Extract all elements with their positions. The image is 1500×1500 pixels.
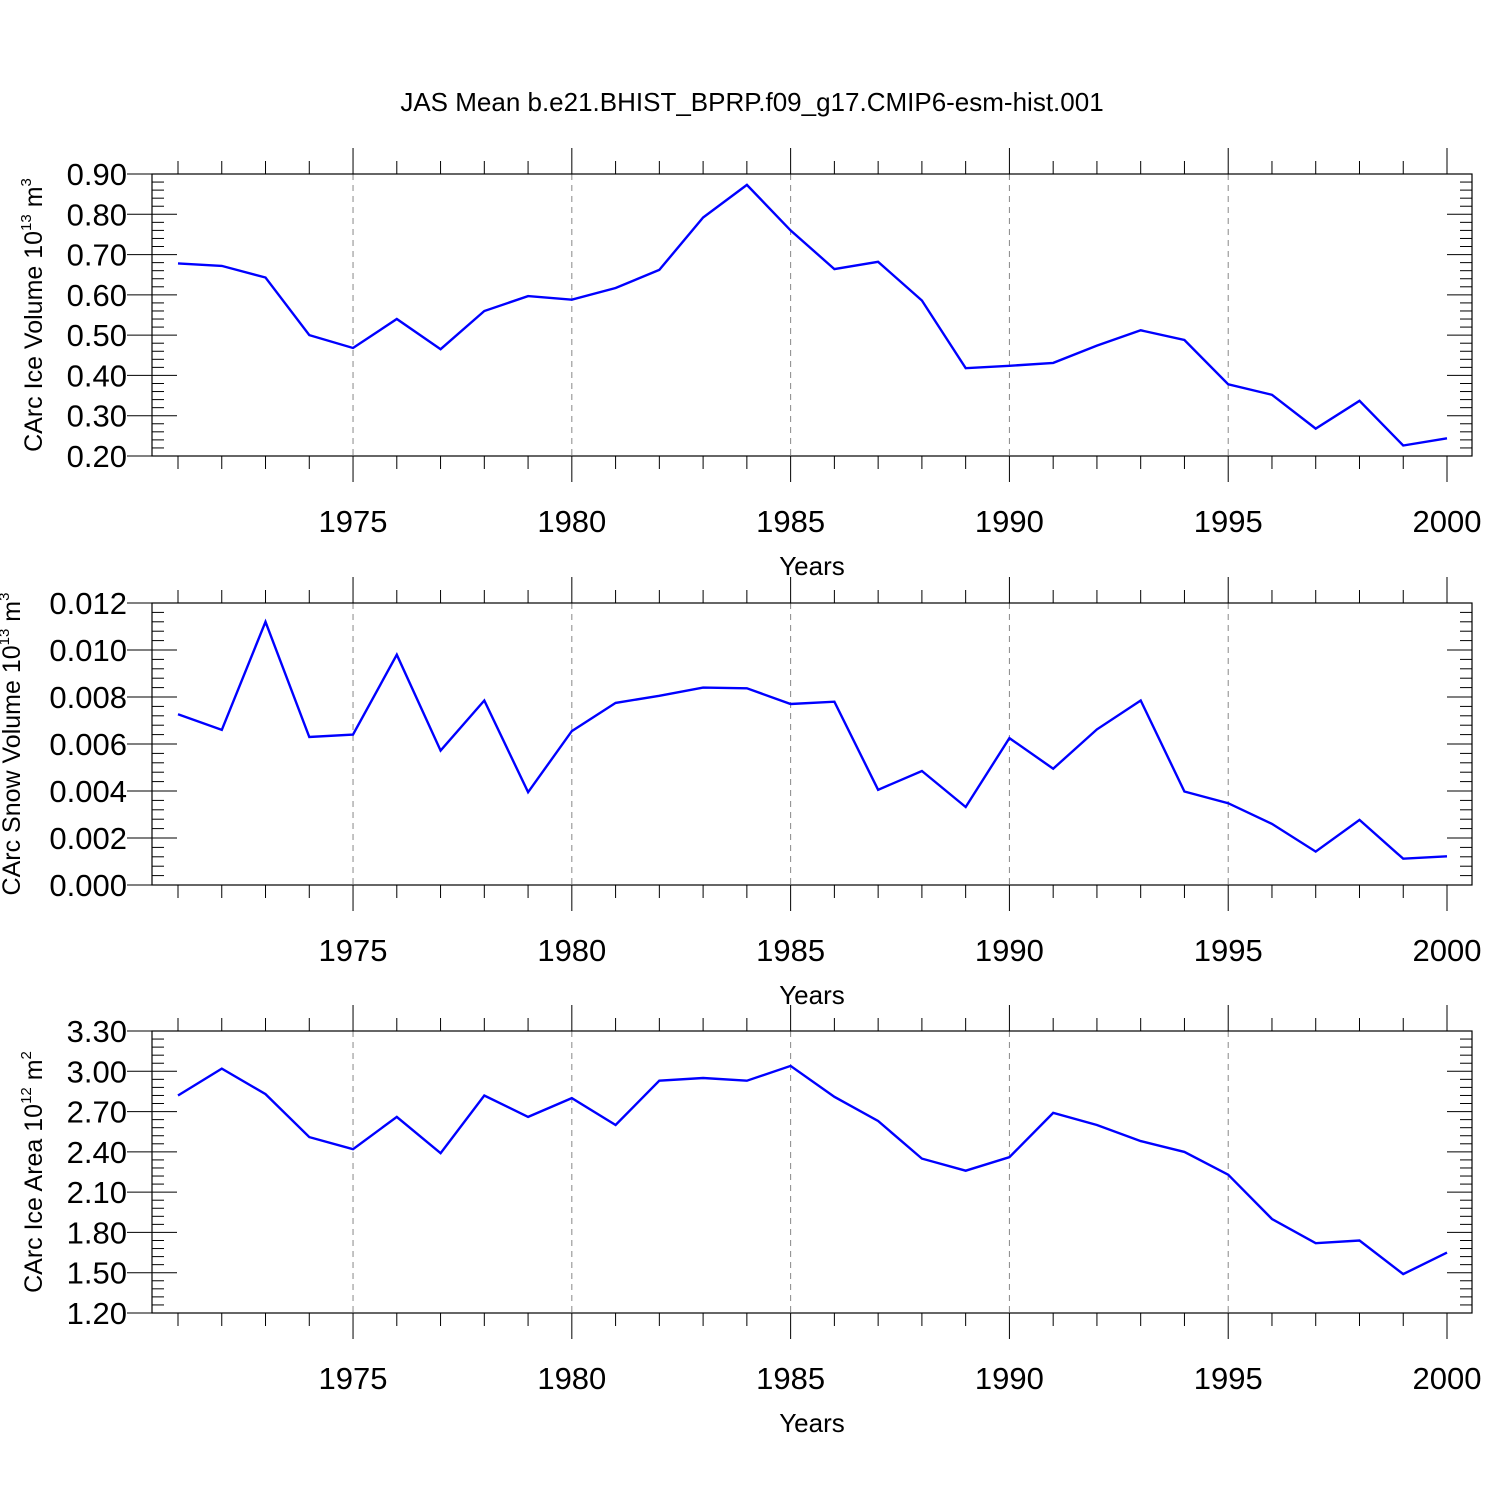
- y-axis-label: CArc Ice Area 1012 m2: [18, 1051, 48, 1293]
- y-tick-label: 0.70: [67, 238, 127, 273]
- series-line: [177, 183, 1448, 447]
- y-axis-label-space: [20, 1080, 48, 1087]
- x-axis-label: Years: [779, 980, 845, 1010]
- panel-ice-area: CArc Ice Area 1012 m2 Years 1975 1980 1985…: [18, 1005, 1481, 1438]
- y-tick-label: 1.20: [67, 1296, 127, 1331]
- y-axis-label-text: CArc Snow Volume 10: [0, 645, 26, 895]
- panel-ice-volume: CArc Ice Volume 1013 m3 Years 1975 1980 19…: [18, 148, 1481, 581]
- y-tick-label: 1.50: [67, 1256, 127, 1291]
- y-tick-label: 0.60: [67, 278, 127, 313]
- x-tick-label: 1975: [319, 933, 388, 968]
- x-tick-label: 1990: [975, 504, 1044, 539]
- x-tick-label: 1995: [1194, 1361, 1263, 1396]
- y-tick-label: 0.90: [67, 157, 127, 192]
- x-tick-label: 1975: [319, 1361, 388, 1396]
- x-tick-label: 1985: [756, 933, 825, 968]
- x-tick-label: 2000: [1413, 933, 1482, 968]
- y-axis-label-text: CArc Ice Volume 10: [20, 231, 48, 452]
- x-tick-label: 1980: [537, 933, 606, 968]
- y-axis-label-text: CArc Ice Area 10: [20, 1104, 48, 1293]
- y-tick-label: 2.10: [67, 1175, 127, 1210]
- y-axis-label-unit-exp: 2: [18, 1051, 35, 1059]
- x-axis-label: Years: [779, 1408, 845, 1438]
- plot-frame: [151, 173, 1473, 457]
- y-tick-label: 3.30: [67, 1014, 127, 1049]
- y-axis-label-exp: 13: [18, 214, 35, 231]
- x-tick-label: 1980: [537, 1361, 606, 1396]
- y-axis-label: CArc Ice Volume 1013 m3: [18, 178, 48, 452]
- y-tick-label: 2.70: [67, 1095, 127, 1130]
- y-tick-label: 0.80: [67, 197, 127, 232]
- y-tick-label: 0.40: [67, 358, 127, 393]
- x-tick-label: 1985: [756, 504, 825, 539]
- series-line: [177, 618, 1448, 860]
- y-tick-label: 0.30: [67, 399, 127, 434]
- y-tick-label: 0.012: [49, 586, 127, 621]
- x-tick-label: 1990: [975, 1361, 1044, 1396]
- y-tick-label: 0.010: [49, 633, 127, 668]
- x-axis-label: Years: [779, 551, 845, 581]
- x-tick-label: 2000: [1413, 1361, 1482, 1396]
- y-axis-label-unit: m: [20, 1059, 48, 1080]
- y-axis-label-space: [20, 207, 48, 214]
- y-tick-label: 0.008: [49, 680, 127, 715]
- plot-frame: [151, 602, 1473, 886]
- y-axis-label: CArc Snow Volume 1013 m3: [0, 593, 26, 896]
- figure-title: JAS Mean b.e21.BHIST_BPRP.f09_g17.CMIP6-…: [400, 87, 1103, 117]
- x-tick-label: 2000: [1413, 504, 1482, 539]
- series-line: [177, 1064, 1448, 1276]
- y-axis-label-space: [0, 622, 26, 629]
- y-tick-label: 0.004: [49, 774, 127, 809]
- y-tick-label: 2.40: [67, 1135, 127, 1170]
- y-tick-label: 3.00: [67, 1054, 127, 1089]
- x-tick-label: 1990: [975, 933, 1044, 968]
- y-axis-label-unit-exp: 3: [18, 178, 35, 186]
- panel-snow-volume: CArc Snow Volume 1013 m3 Years 1975 1980 1…: [0, 577, 1481, 1010]
- y-tick-label: 0.002: [49, 821, 127, 856]
- x-tick-label: 1995: [1194, 933, 1263, 968]
- y-tick-label: 0.006: [49, 727, 127, 762]
- x-tick-label: 1980: [537, 504, 606, 539]
- x-tick-label: 1985: [756, 1361, 825, 1396]
- y-tick-label: 0.000: [49, 868, 127, 903]
- y-axis-label-unit: m: [20, 186, 48, 207]
- y-tick-label: 0.50: [67, 318, 127, 353]
- y-axis-label-unit: m: [0, 601, 26, 622]
- y-axis-label-exp: 13: [0, 629, 13, 646]
- y-axis-label-unit-exp: 3: [0, 593, 13, 601]
- x-tick-label: 1975: [319, 504, 388, 539]
- x-tick-label: 1995: [1194, 504, 1263, 539]
- y-tick-label: 1.80: [67, 1215, 127, 1250]
- y-axis-label-exp: 12: [18, 1087, 35, 1104]
- plot-frame: [151, 1030, 1473, 1314]
- y-tick-label: 0.20: [67, 439, 127, 474]
